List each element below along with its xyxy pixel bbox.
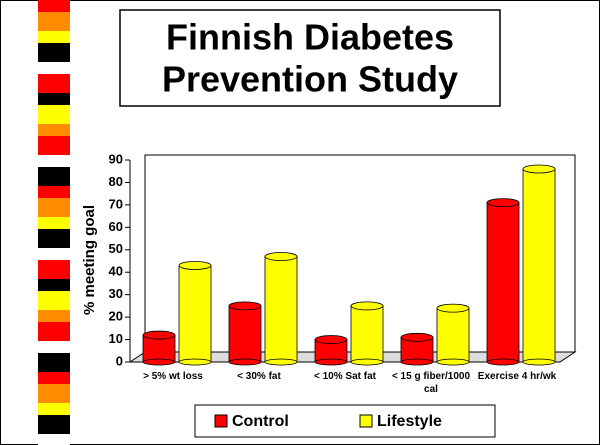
- stripe: [38, 260, 70, 279]
- bar: [487, 199, 519, 365]
- y-tick-label: 30: [109, 286, 123, 301]
- y-tick-label: 70: [109, 196, 123, 211]
- bar-base: [401, 359, 433, 365]
- stripe: [38, 434, 70, 445]
- stripe: [38, 217, 70, 229]
- stripe: [38, 186, 70, 198]
- bar-body: [229, 306, 261, 362]
- bar-body: [179, 265, 211, 362]
- y-axis-label: % meeting goal: [81, 205, 98, 315]
- stripe: [38, 372, 70, 384]
- y-tick-label: 10: [109, 331, 123, 346]
- stripe: [38, 310, 70, 322]
- bar-body: [487, 203, 519, 362]
- stripe: [38, 403, 70, 415]
- bar-body: [437, 308, 469, 362]
- y-tick-label: 40: [109, 264, 123, 279]
- stripe: [38, 155, 70, 167]
- bar-base: [315, 359, 347, 365]
- stripe: [38, 341, 70, 353]
- bar-top: [315, 336, 347, 344]
- stripe: [38, 31, 70, 43]
- bar-base: [229, 359, 261, 365]
- stripe: [38, 279, 70, 291]
- stripe: [38, 198, 70, 217]
- bar-top: [265, 253, 297, 261]
- y-tick-label: 60: [109, 219, 123, 234]
- bar-base: [523, 359, 555, 365]
- legend-label: Control: [232, 413, 289, 430]
- decor-stripe: [38, 0, 70, 445]
- stripe: [38, 12, 70, 31]
- bar-top: [437, 304, 469, 312]
- y-tick-label: 90: [109, 151, 123, 166]
- stripe: [38, 105, 70, 124]
- bar-base: [179, 359, 211, 365]
- y-tick-label: 0: [116, 353, 123, 368]
- stripe: [38, 62, 70, 74]
- stripe: [38, 248, 70, 260]
- stripe: [38, 384, 70, 403]
- bar: [437, 304, 469, 365]
- bar-top: [229, 302, 261, 310]
- y-tick-label: 50: [109, 241, 123, 256]
- y-tick-label: 20: [109, 309, 123, 324]
- bar-body: [351, 306, 383, 362]
- bar-base: [487, 359, 519, 365]
- bar-top: [143, 331, 175, 339]
- stripe: [38, 0, 70, 12]
- bar-base: [265, 359, 297, 365]
- bar: [179, 261, 211, 365]
- chart-title-continued: Prevention Study: [162, 59, 458, 100]
- stripe: [38, 136, 70, 155]
- x-tick-label: < 15 g fiber/1000 cal: [388, 370, 474, 396]
- bar-top: [179, 261, 211, 269]
- bar: [315, 336, 347, 365]
- bar: [401, 333, 433, 365]
- stripe: [38, 353, 70, 372]
- bar-top: [401, 333, 433, 341]
- bar: [143, 331, 175, 365]
- bar-base: [143, 359, 175, 365]
- slide: Finnish Diabetes Prevention Study % meet…: [0, 0, 600, 445]
- stripe: [38, 229, 70, 248]
- chart-title: Finnish Diabetes: [166, 17, 454, 58]
- stripe: [38, 291, 70, 310]
- bar-body: [523, 169, 555, 362]
- stripe: [38, 167, 70, 186]
- x-tick-label: Exercise 4 hr/wk: [474, 370, 560, 383]
- bar-base: [351, 359, 383, 365]
- x-tick-label: > 5% wt loss: [130, 370, 216, 383]
- bar: [229, 302, 261, 365]
- legend-label: Lifestyle: [377, 413, 442, 430]
- bar: [265, 253, 297, 365]
- legend-swatch: [215, 415, 227, 427]
- x-tick-label: < 10% Sat fat: [302, 370, 388, 383]
- bar-top: [487, 199, 519, 207]
- stripe: [38, 322, 70, 341]
- stripe: [38, 124, 70, 136]
- bar: [351, 302, 383, 365]
- stripe: [38, 43, 70, 62]
- bar-base: [437, 359, 469, 365]
- stripe: [38, 415, 70, 434]
- x-tick-label: < 30% fat: [216, 370, 302, 383]
- y-tick-label: 80: [109, 174, 123, 189]
- legend-swatch: [360, 415, 372, 427]
- bar: [523, 165, 555, 365]
- bar-body: [265, 257, 297, 362]
- stripe: [38, 74, 70, 93]
- bar-top: [351, 302, 383, 310]
- stripe: [38, 93, 70, 105]
- bar-top: [523, 165, 555, 173]
